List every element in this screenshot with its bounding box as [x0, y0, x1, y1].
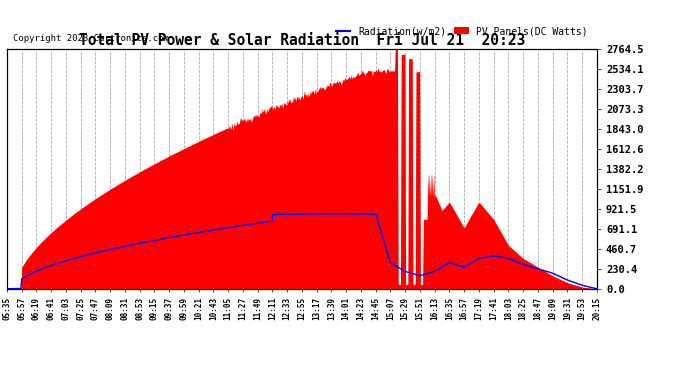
- Title: Total PV Power & Solar Radiation  Fri Jul 21  20:23: Total PV Power & Solar Radiation Fri Jul…: [79, 33, 525, 48]
- Legend: Radiation(w/m2), PV Panels(DC Watts): Radiation(w/m2), PV Panels(DC Watts): [332, 22, 592, 40]
- Text: Copyright 2023 Cartronics.com: Copyright 2023 Cartronics.com: [13, 34, 168, 44]
